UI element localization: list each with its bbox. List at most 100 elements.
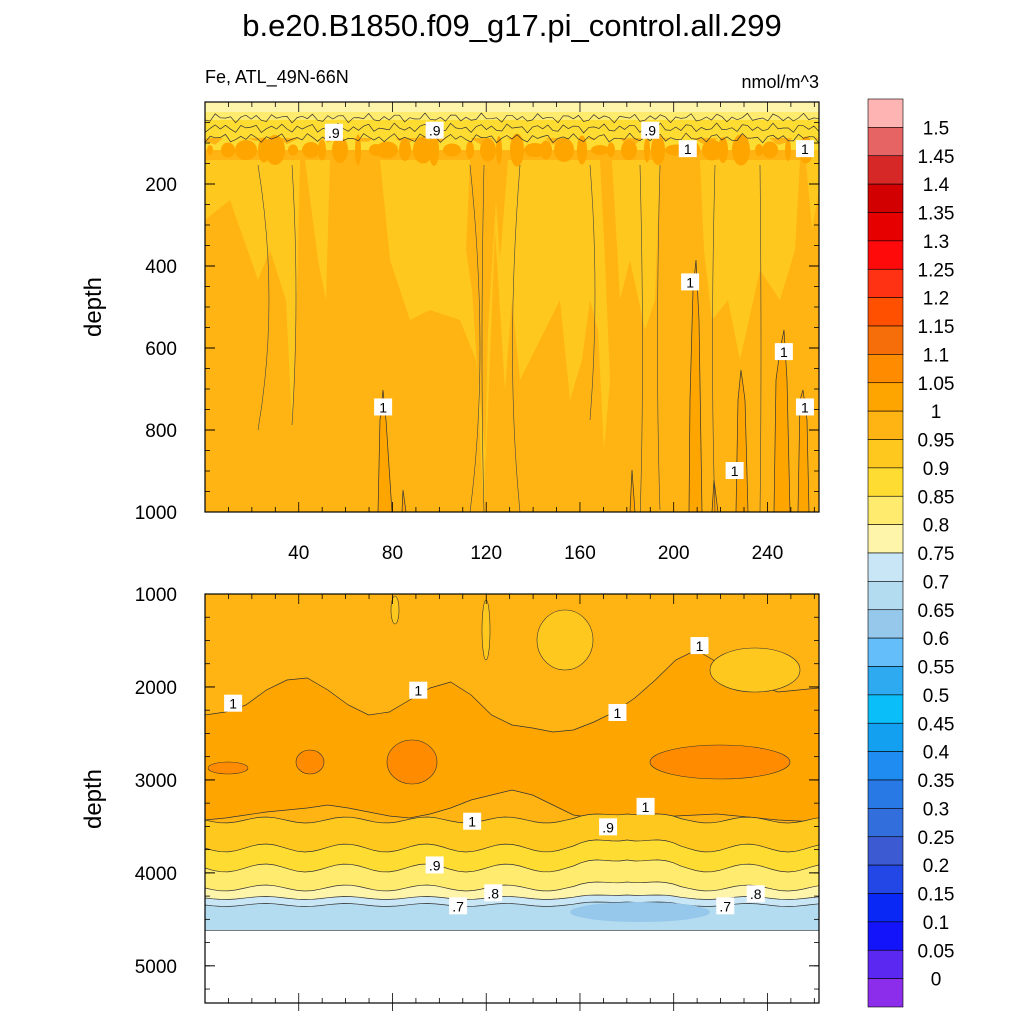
upper-dark-blob [702,139,722,161]
colorbar-label: 1.15 [918,317,955,338]
upper-contour-label: 1 [780,344,788,360]
colorbar-label: 0.25 [918,828,955,849]
colorbar-label: 0.05 [918,941,955,962]
lower-contour-label-bg [636,797,655,815]
lower-contour-label-bg [449,897,468,915]
colorbar-box [867,808,904,838]
colorbar-label: 1.2 [923,289,949,310]
colorbar-box [867,921,904,951]
upper-contour-label: 1 [684,141,692,157]
upper-light-column [805,150,819,230]
lower-contour-label: 1 [414,683,422,699]
lower-contour-label: .9 [602,819,614,835]
lower-contour-label-bg [484,884,503,902]
upper-contour-label: 1 [686,274,694,290]
upper-dark-blob [510,133,524,167]
colorbar-box [867,893,904,923]
colorbar-box [867,524,904,554]
upper-x-tick-label: 80 [382,543,403,564]
colorbar-box [867,495,904,525]
upper-y-tick-label: 800 [145,421,177,442]
colorbar-label: 0.1 [923,913,949,934]
colorbar-box [867,183,904,213]
upper-dark-blob [762,141,778,159]
upper-x-tick-label: 160 [564,543,596,564]
upper-light-column [612,160,660,330]
upper-y-tick-label: 1000 [135,503,177,524]
colorbar-label: 0.6 [923,629,949,650]
upper-contour-line [205,112,819,124]
surface-band-yellow [205,120,819,138]
upper-dark-blob [644,137,650,163]
upper-light-column [380,160,610,512]
lower-axis-ticks: 1000 2000 3000 4000 5000 [135,585,819,1011]
upper-y-tick-label: 400 [145,257,177,278]
colorbar-label: 1.05 [918,374,955,395]
lower-contour-label-bg [690,637,709,655]
upper-axis-ticks: 200 400 600 800 1000 40 80 120 160 200 240 [135,101,819,564]
upper-x-tick-label: 240 [752,543,784,564]
upper-dark-blob [732,134,750,166]
upper-contour-label: 1 [801,399,809,415]
colorbar-label: 0.65 [918,601,955,622]
upper-dark-blob [207,145,213,155]
colorbar-label: 0.4 [923,743,950,764]
upper-dark-blob [651,135,665,165]
colorbar-box [867,836,904,866]
colorbar-label: 1.25 [918,260,955,281]
colorbar-box [867,439,904,469]
upper-contour-label-bg [774,343,793,361]
upper-dark-blob [332,137,348,163]
colorbar-box [867,382,904,412]
upper-contour-label-bg [725,462,744,479]
lower-y-tick-label: 3000 [135,771,177,792]
chart-title: b.e20.B1850.f09_g17.pi_control.all.299 [242,8,782,43]
upper-contour-line [205,132,819,144]
lower-y-tick-label: 1000 [135,585,177,606]
lower-contour-label: .8 [750,886,762,902]
upper-dark-blob [413,136,433,164]
upper-dark-plume [773,329,791,512]
colorbar-box [867,410,904,440]
lower-contour-label: 1 [642,799,650,815]
lower-contour-label: .7 [719,898,731,914]
colorbar-box [867,240,904,270]
upper-contour-line [589,164,596,421]
lower-contour-label-bg [425,856,444,874]
colorbar-label: 0.75 [918,544,955,565]
colorbar-box [867,98,904,128]
lower-light-blob [709,647,801,693]
upper-contour-labels: .9 .9 .9 1 1 1 1 1 1 1 [324,121,814,479]
colorbar-box [867,155,904,185]
colorbar-label: 0.45 [918,714,955,735]
colorbar-box [867,581,904,611]
upper-contour-line [257,164,270,431]
upper-contour-fills [205,102,819,512]
upper-dark-blob [429,134,439,166]
colorbar-box [867,666,904,696]
upper-dark-plume [711,479,719,512]
colorbar-box [867,779,904,809]
colorbar-label: 1.1 [923,345,949,366]
colorbar-box [867,864,904,894]
upper-dark-blob [443,143,461,157]
lower-contour-label: .8 [487,885,499,901]
colorbar-box [867,325,904,355]
lower-contour-label-bg [599,818,618,836]
upper-dark-blob [221,142,235,158]
upper-dark-blob [577,135,587,165]
colorbar-label: 0.95 [918,431,955,452]
lower-light-blob [481,599,491,661]
lower-y-tick-label: 4000 [135,864,177,885]
upper-contour-line [469,164,481,512]
lower-y-axis-label: depth [80,769,107,829]
colorbar-label: 0.5 [923,686,949,707]
colorbar-label: 0.2 [923,856,949,877]
colorbar-label: 0.9 [923,459,949,480]
upper-dark-blob [607,142,615,158]
upper-dark-blob [318,139,326,161]
upper-y-axis-label: depth [80,277,107,337]
upper-dark-blob [496,136,502,164]
upper-contour-label-bg [678,140,697,158]
